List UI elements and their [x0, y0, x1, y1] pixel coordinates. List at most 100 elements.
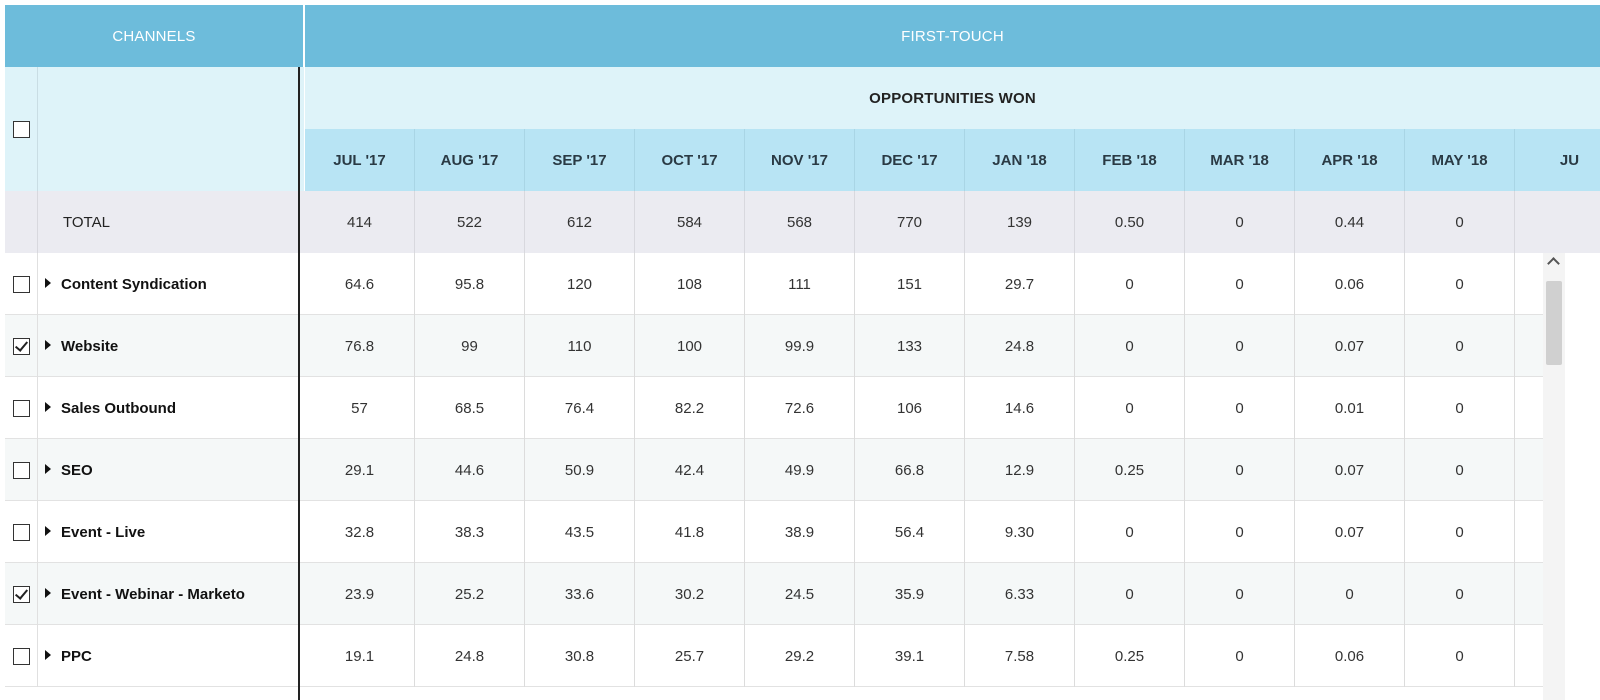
total-cell: 0.50 [1075, 191, 1185, 253]
scrollbar-thumb[interactable] [1546, 281, 1562, 365]
total-cell: 568 [745, 191, 855, 253]
total-cell: 414 [305, 191, 415, 253]
expand-arrow-icon[interactable] [45, 278, 51, 288]
value-cell: 0.25 [1075, 625, 1185, 687]
value-cell: 29.7 [965, 253, 1075, 315]
row-checkbox-cell [5, 563, 38, 625]
value-cell: 38.9 [745, 501, 855, 563]
total-cell: 522 [415, 191, 525, 253]
channel-name: Content Syndication [61, 275, 207, 293]
total-row: TOTAL 414 522 612 584 568 770 139 0.50 0 0.44 0 [5, 191, 1600, 253]
total-cell: 584 [635, 191, 745, 253]
row-checkbox[interactable] [12, 585, 30, 603]
row-checkbox-cell [5, 625, 38, 687]
month-header[interactable]: JU [1515, 129, 1600, 191]
value-cell: 0.06 [1295, 253, 1405, 315]
value-cell: 42.4 [635, 439, 745, 501]
value-cell: 24.8 [965, 315, 1075, 377]
row-checkbox[interactable] [12, 523, 30, 541]
value-cell: 24.8 [415, 625, 525, 687]
expand-arrow-icon[interactable] [45, 464, 51, 474]
value-cell: 0.07 [1295, 439, 1405, 501]
row-checkbox-cell [5, 315, 38, 377]
table-row[interactable]: Content Syndication 64.6 95.8 120 108 111 151 2… [5, 253, 1543, 315]
total-cell [1515, 191, 1600, 253]
month-header[interactable]: DEC '17 [855, 129, 965, 191]
table-row[interactable]: Event - Live 32.8 38.3 43.5 41.8 38.9 56.4 9.30… [5, 501, 1543, 563]
month-header[interactable]: APR '18 [1295, 129, 1405, 191]
value-cell: 64.6 [305, 253, 415, 315]
first-touch-header: FIRST-TOUCH [305, 5, 1600, 67]
month-header[interactable]: MAY '18 [1405, 129, 1515, 191]
value-cell: 50.9 [525, 439, 635, 501]
expand-arrow-icon[interactable] [45, 588, 51, 598]
value-cell: 99.9 [745, 315, 855, 377]
channel-name: Website [61, 337, 119, 355]
value-cell: 66.8 [855, 439, 965, 501]
row-checkbox-cell [5, 501, 38, 563]
value-cell: 0 [1295, 563, 1405, 625]
report-grid: CHANNELS FIRST-TOUCH OPPORTUNITIES WON J… [5, 5, 1600, 700]
value-cell: 56.4 [855, 501, 965, 563]
value-cell: 99 [415, 315, 525, 377]
expand-arrow-icon[interactable] [45, 526, 51, 536]
value-cell: 9.30 [965, 501, 1075, 563]
value-cell: 151 [855, 253, 965, 315]
row-checkbox-cell [5, 253, 38, 315]
total-cell: 0 [1405, 191, 1515, 253]
expand-arrow-icon[interactable] [45, 402, 51, 412]
value-cell: 0.25 [1075, 439, 1185, 501]
value-cell: 43.5 [525, 501, 635, 563]
month-header-row: JUL '17 AUG '17 SEP '17 OCT '17 NOV '17 DEC '… [305, 129, 1600, 191]
channel-name-header [38, 67, 304, 191]
value-cell: 0 [1405, 315, 1515, 377]
channels-header: CHANNELS [5, 5, 304, 67]
month-header[interactable]: NOV '17 [745, 129, 855, 191]
value-cell: 95.8 [415, 253, 525, 315]
value-cell: 111 [745, 253, 855, 315]
value-cell: 0 [1075, 315, 1185, 377]
channel-name: Event - Live [61, 523, 146, 541]
channel-name: SEO [61, 461, 93, 479]
month-header[interactable]: JUL '17 [305, 129, 415, 191]
table-row[interactable]: PPC 19.1 24.8 30.8 25.7 29.2 39.1 7.58 0.25 0 0.06… [5, 625, 1543, 687]
month-header[interactable]: OCT '17 [635, 129, 745, 191]
month-header[interactable]: JAN '18 [965, 129, 1075, 191]
value-cell: 23.9 [305, 563, 415, 625]
table-row[interactable]: Sales Outbound 57 68.5 76.4 82.2 72.6 106 14.6 0… [5, 377, 1543, 439]
value-cell: 100 [635, 315, 745, 377]
value-cell: 0.01 [1295, 377, 1405, 439]
value-cell: 35.9 [855, 563, 965, 625]
table-row[interactable]: SEO 29.1 44.6 50.9 42.4 49.9 66.8 12.9 0.25 0 0.07… [5, 439, 1543, 501]
expand-arrow-icon[interactable] [45, 650, 51, 660]
value-cell: 0.06 [1295, 625, 1405, 687]
value-cell: 38.3 [415, 501, 525, 563]
value-cell: 0.07 [1295, 501, 1405, 563]
row-checkbox-cell [5, 377, 38, 439]
value-cell: 0 [1075, 501, 1185, 563]
month-header[interactable]: SEP '17 [525, 129, 635, 191]
row-checkbox[interactable] [12, 399, 30, 417]
row-checkbox-cell [5, 439, 38, 501]
row-checkbox[interactable] [12, 337, 30, 355]
row-checkbox[interactable] [12, 647, 30, 665]
expand-arrow-icon[interactable] [45, 340, 51, 350]
value-cell: 106 [855, 377, 965, 439]
value-cell: 0 [1405, 439, 1515, 501]
month-header[interactable]: MAR '18 [1185, 129, 1295, 191]
month-header[interactable]: AUG '17 [415, 129, 525, 191]
scroll-up-icon[interactable] [1547, 257, 1560, 270]
value-cell: 0.07 [1295, 315, 1405, 377]
row-checkbox[interactable] [12, 461, 30, 479]
table-row[interactable]: Event - Webinar - Marketo 23.9 25.2 33.6 30.… [5, 563, 1543, 625]
value-cell: 29.2 [745, 625, 855, 687]
select-all-checkbox[interactable] [12, 120, 30, 138]
vertical-scrollbar[interactable] [1543, 253, 1565, 700]
table-row[interactable]: Website 76.8 99 110 100 99.9 133 24.8 0 0 0.07 0 [5, 315, 1543, 377]
month-header[interactable]: FEB '18 [1075, 129, 1185, 191]
value-cell: 25.7 [635, 625, 745, 687]
total-cell: 0 [1185, 191, 1295, 253]
value-cell: 68.5 [415, 377, 525, 439]
row-checkbox[interactable] [12, 275, 30, 293]
value-cell: 0 [1185, 439, 1295, 501]
